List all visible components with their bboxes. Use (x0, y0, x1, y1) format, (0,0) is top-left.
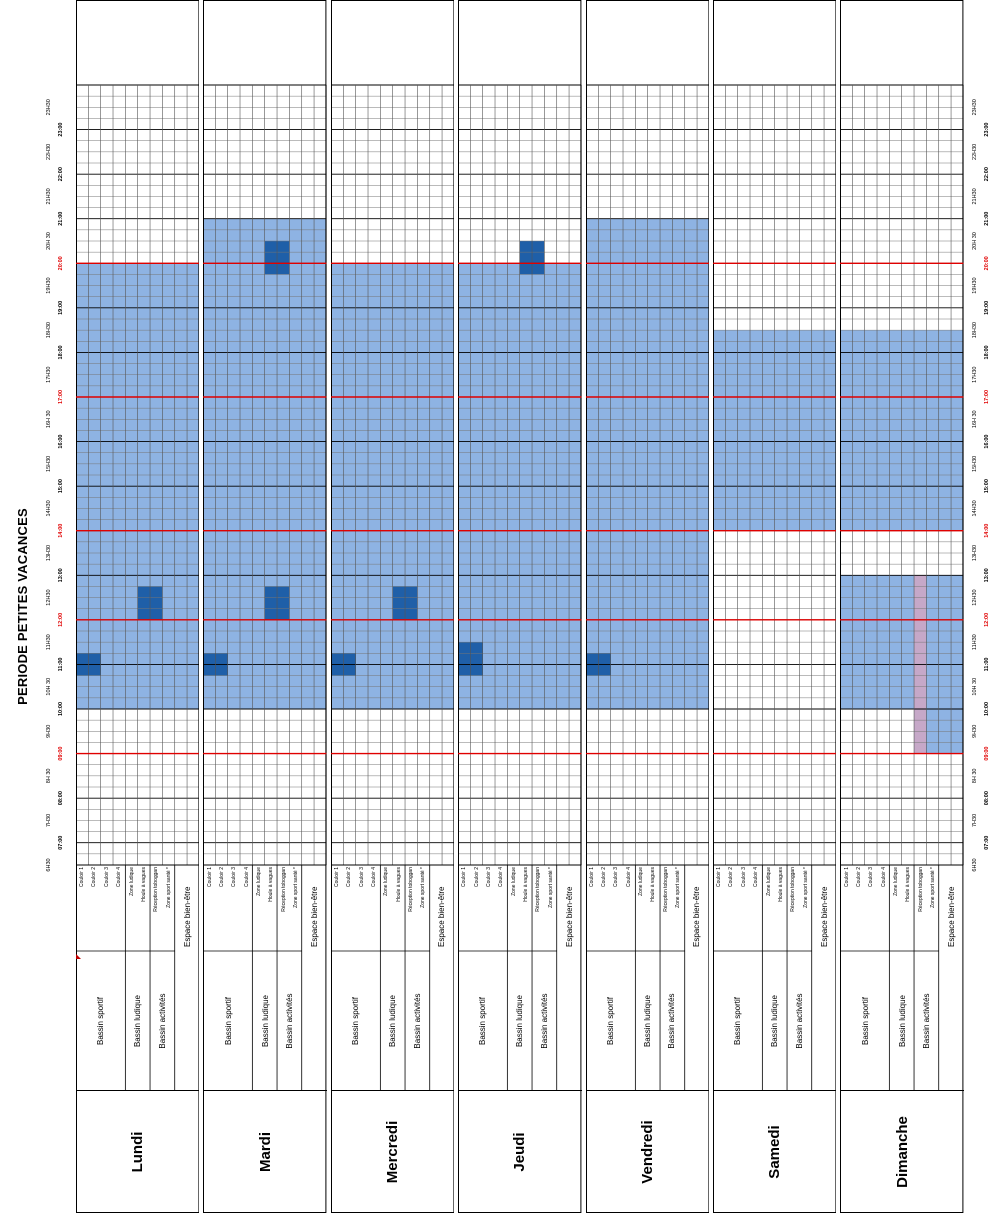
comment-marker (76, 954, 81, 959)
half-hour-label: 6H30 (46, 858, 52, 872)
hour-label: 07:00 (984, 835, 990, 850)
hour-label: 19:00 (58, 300, 64, 315)
hour-label: 10:00 (58, 701, 64, 717)
half-hour-label: 18H30 (46, 322, 52, 339)
half-hour-label: 8H 30 (46, 768, 52, 784)
hour-label: 16:00 (984, 434, 990, 449)
day-sections: Lundi Bassin sportif Bassin ludique Bassin … (76, 0, 968, 1213)
page-title: PERIODE PETITES VACANCES (14, 508, 30, 705)
half-hour-label: 12H30 (972, 589, 978, 606)
day-section-samedi: Samedi Bassin sportif Bassin ludique Bassin… (713, 0, 837, 1213)
hour-label: 15:00 (58, 479, 64, 494)
schedule-grid (76, 0, 200, 1213)
hour-label: 08:00 (984, 791, 990, 806)
half-hour-label: 23H30 (972, 99, 978, 116)
day-section-mercredi: Mercredi Bassin sportif Bassin ludique Bass… (330, 0, 455, 1213)
hour-label: 14:00 (984, 523, 990, 538)
hour-label: 14:00 (58, 523, 64, 538)
half-hour-label: 23H30 (46, 99, 52, 116)
half-hour-label: 16H 30 (972, 410, 978, 429)
half-hour-label: 9H30 (46, 724, 52, 738)
half-hour-label: 22H30 (46, 143, 52, 160)
time-axis-top: 6H30 7H30 8H 30 9H30 10H 30 11H30 12H30 13H30 14… (40, 0, 76, 1213)
half-hour-label: 16H 30 (46, 410, 52, 429)
half-hour-label: 19H30 (46, 277, 52, 294)
half-hour-label: 7H30 (972, 813, 978, 828)
hour-label: 10:00 (984, 701, 990, 717)
half-hour-label: 10H 30 (46, 677, 52, 696)
hour-label: 12:00 (984, 612, 990, 627)
schedule-grid (585, 0, 709, 1213)
hour-label: 16:00 (58, 434, 64, 449)
half-hour-label: 8H 30 (972, 768, 978, 784)
hour-label: 07:00 (58, 835, 64, 850)
day-section-vendredi: Vendredi Bassin sportif Bassin ludique Bass… (585, 0, 709, 1213)
half-hour-label: 10H 30 (972, 677, 978, 696)
hour-label: 20:00 (984, 256, 990, 271)
hour-label: 19:00 (984, 300, 990, 315)
half-hour-label: 20H 30 (972, 232, 978, 250)
schedule-grid (330, 0, 455, 1213)
half-hour-label: 9H30 (972, 724, 978, 738)
half-hour-label: 15H30 (972, 455, 978, 472)
time-axis-bottom: 6H30 7H30 8H 30 9H30 10H 30 11H30 12H30 13H30 14… (968, 0, 1001, 1213)
day-section-lundi: Lundi Bassin sportif Bassin ludique Bassin … (76, 0, 200, 1213)
hour-label: 21:00 (58, 211, 64, 226)
half-hour-label: 19H30 (972, 277, 978, 294)
hour-label: 11:00 (984, 657, 990, 672)
schedule-grid (840, 0, 964, 1213)
schedule-grid (713, 0, 837, 1213)
half-hour-label: 20H 30 (46, 232, 52, 250)
half-hour-label: 14H30 (972, 500, 978, 517)
hour-label: 17:00 (984, 389, 990, 405)
hour-label: 23:00 (984, 122, 990, 137)
hour-label: 18:00 (984, 345, 990, 360)
half-hour-label: 12H30 (46, 589, 52, 606)
day-section-mardi: Mardi Bassin sportif Bassin ludique Bassin … (203, 0, 327, 1213)
schedule-grid (203, 0, 327, 1213)
hour-label: 18:00 (58, 345, 64, 360)
half-hour-label: 7H30 (46, 813, 52, 828)
half-hour-label: 21H30 (972, 188, 978, 205)
day-section-jeudi: Jeudi Bassin sportif Bassin ludique Bassin … (458, 0, 582, 1213)
hour-label: 09:00 (58, 746, 64, 761)
hour-label: 23:00 (58, 122, 64, 137)
half-hour-label: 14H30 (46, 500, 52, 517)
half-hour-label: 11H30 (46, 634, 52, 651)
day-section-dimanche: Dimanche Bassin sportif Bassin ludique Bass… (840, 0, 964, 1213)
hour-label: 11:00 (58, 657, 64, 672)
hour-label: 17:00 (58, 389, 64, 405)
half-hour-label: 18H30 (972, 322, 978, 339)
half-hour-label: 6H30 (972, 858, 978, 872)
hour-label: 22:00 (984, 167, 990, 182)
schedule-grid (458, 0, 582, 1213)
half-hour-label: 17H30 (46, 366, 52, 383)
half-hour-label: 13H30 (972, 544, 978, 562)
hour-label: 21:00 (984, 211, 990, 226)
hour-label: 12:00 (58, 612, 64, 627)
hour-label: 20:00 (58, 256, 64, 271)
hour-label: 09:00 (984, 746, 990, 761)
hour-label: 13:00 (58, 568, 64, 583)
half-hour-label: 11H30 (972, 634, 978, 651)
hour-label: 08:00 (58, 791, 64, 806)
half-hour-label: 21H30 (46, 188, 52, 205)
half-hour-label: 22H30 (972, 143, 978, 160)
hour-label: 15:00 (984, 479, 990, 494)
half-hour-label: 13H30 (46, 544, 52, 562)
hour-label: 13:00 (984, 568, 990, 583)
hour-label: 22:00 (58, 167, 64, 182)
half-hour-label: 17H30 (972, 366, 978, 383)
half-hour-label: 15H30 (46, 455, 52, 472)
